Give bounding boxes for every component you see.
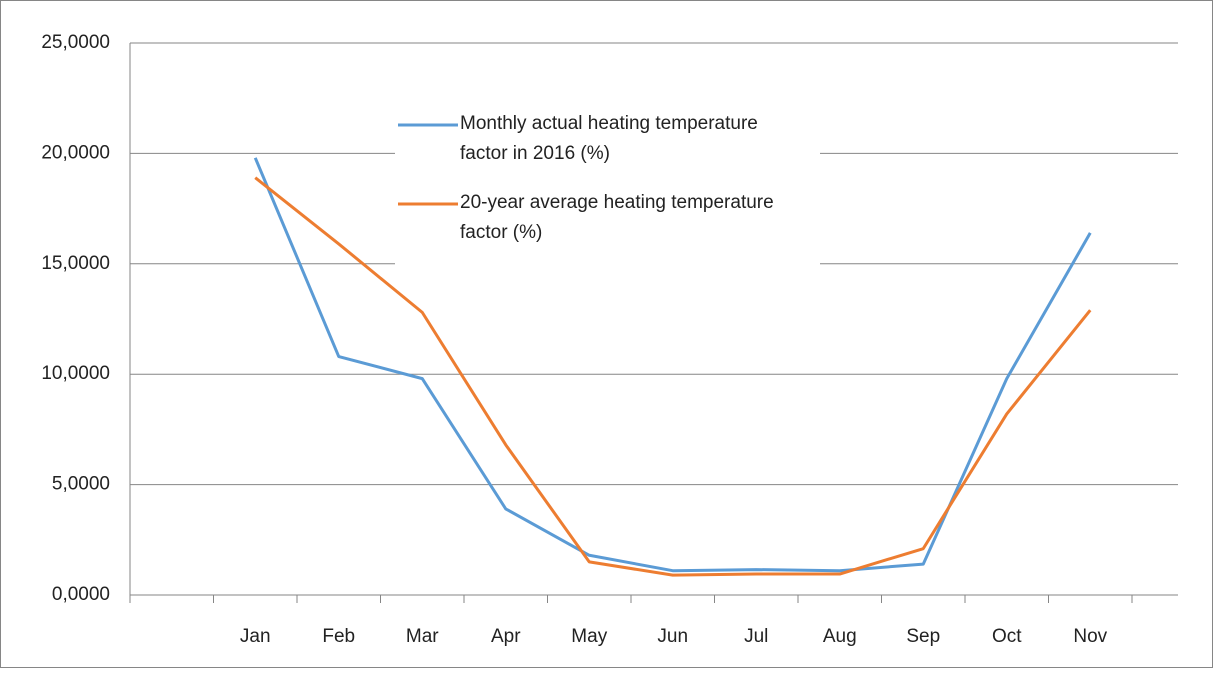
x-tick-label: Jun xyxy=(657,626,688,647)
legend-label: 20-year average heating temperature fact… xyxy=(460,192,774,243)
x-tick-label: Oct xyxy=(992,626,1022,647)
x-tick-label: Mar xyxy=(406,626,439,647)
line-series xyxy=(254,176,1092,577)
y-tick-label: 25,0000 xyxy=(41,32,110,53)
x-tick-label: May xyxy=(571,626,607,647)
legend-entry: 20-year average heating temperature fact… xyxy=(460,192,774,243)
x-tick-label: Apr xyxy=(491,626,521,647)
x-tick-label: Sep xyxy=(906,626,940,647)
x-tick-label: Aug xyxy=(823,626,857,647)
y-tick-label: 15,0000 xyxy=(41,253,110,274)
y-tick-label: 10,0000 xyxy=(41,363,110,384)
x-tick-label: Jul xyxy=(744,626,768,647)
y-tick-label: 0,0000 xyxy=(52,584,110,605)
x-tick-label: Nov xyxy=(1073,626,1107,647)
x-tick-label: Feb xyxy=(322,626,355,647)
legend-background xyxy=(395,105,820,265)
legend-entry: Monthly actual heating temperature facto… xyxy=(460,113,758,164)
x-tick-label: Jan xyxy=(240,626,271,647)
y-tick-label: 20,0000 xyxy=(41,142,110,163)
legend-label: Monthly actual heating temperature facto… xyxy=(460,113,758,164)
y-tick-label: 5,0000 xyxy=(52,474,110,495)
